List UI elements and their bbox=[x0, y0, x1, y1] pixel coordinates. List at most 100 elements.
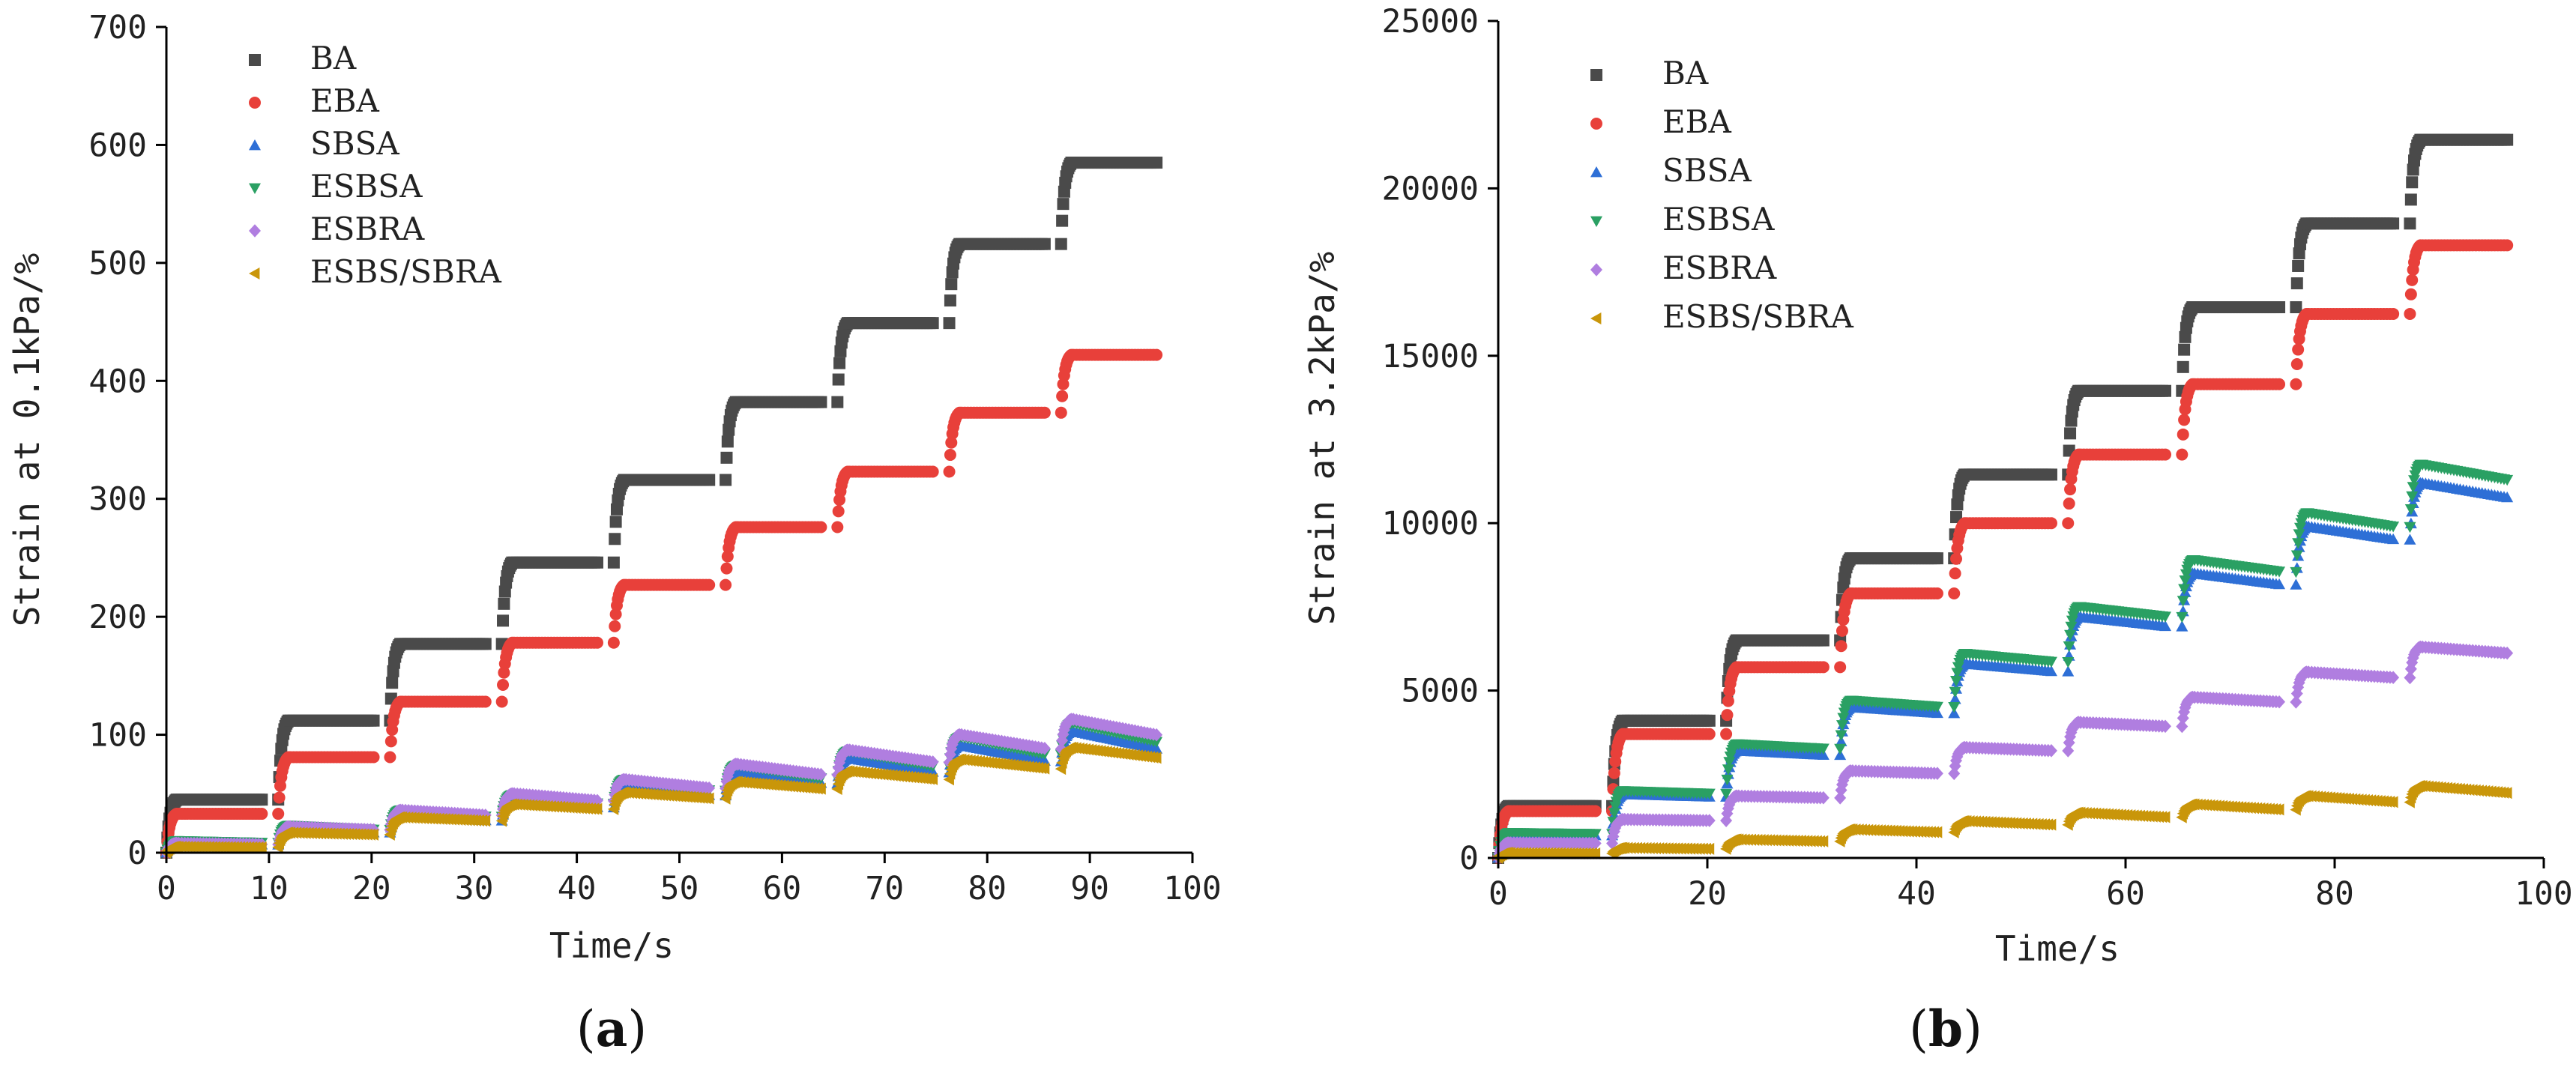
panel-a-point-eba bbox=[1055, 406, 1067, 419]
panel-b-point-eba bbox=[2404, 288, 2417, 300]
panel-b-legend-marker-esbs-sbra bbox=[1590, 312, 1602, 324]
panel-a-point-ba bbox=[609, 533, 621, 545]
panel-b-point-eba bbox=[2176, 448, 2189, 461]
panel-b-point-ba bbox=[2179, 330, 2192, 343]
panel-a-y-tick-label: 0 bbox=[127, 835, 147, 872]
panel-b-series-esbsa bbox=[1492, 459, 2514, 864]
panel-a-series-ba bbox=[160, 157, 1163, 859]
panel-b-point-esbsa bbox=[2176, 611, 2189, 623]
panel-a-point-ba bbox=[926, 317, 939, 330]
panel-b-x-label: Time/s bbox=[1995, 928, 2120, 969]
panel-b-point-esbsa bbox=[2293, 522, 2306, 534]
panel-a-point-ba bbox=[1057, 198, 1070, 211]
panel-b-point-esbra bbox=[2159, 719, 2172, 734]
panel-a-y-tick-label: 700 bbox=[88, 9, 147, 46]
panel-b-point-eba bbox=[2064, 483, 2077, 496]
panel-a-point-eba bbox=[273, 791, 286, 804]
panel-a-point-ba bbox=[610, 503, 623, 516]
panel-b-point-ba bbox=[2065, 414, 2078, 427]
panel-a-point-esbs-sbra bbox=[591, 802, 603, 815]
panel-b-point-esbs-sbra bbox=[1589, 847, 1601, 859]
panel-a-legend-label-esbra: ESBRA bbox=[310, 211, 425, 247]
panel-b-point-eba bbox=[1949, 567, 1961, 580]
panel-a-x-tick-label: 90 bbox=[1070, 870, 1109, 907]
panel-a-point-ba bbox=[367, 714, 380, 727]
panel-a-point-ba bbox=[815, 396, 827, 408]
panel-b-point-esbsa bbox=[2179, 575, 2192, 587]
panel-b-y-label: Strain at 3.2kPa/% bbox=[1302, 252, 1342, 626]
panel-b-point-eba bbox=[2292, 343, 2305, 356]
panel-a-point-eba bbox=[367, 751, 380, 764]
panel-a-point-eba bbox=[498, 666, 510, 679]
panel-b-point-esbsa bbox=[2159, 611, 2172, 623]
panel-b-point-ba bbox=[2045, 468, 2057, 481]
panel-b-point-esbsa bbox=[1722, 764, 1734, 776]
panel-b-point-eba bbox=[1721, 709, 1734, 722]
panel-b-point-eba bbox=[2063, 498, 2075, 510]
panel-b-point-esbsa bbox=[1721, 774, 1734, 786]
panel-b-point-esbra bbox=[2387, 671, 2400, 684]
panel-b-point-ba bbox=[2064, 427, 2077, 440]
panel-a-point-eba bbox=[609, 608, 622, 620]
panel-b-point-esbsa bbox=[2292, 538, 2305, 549]
panel-b-point-esbs-sbra bbox=[1817, 835, 1829, 847]
panel-b-point-esbsa bbox=[2063, 641, 2075, 653]
panel-b-point-esbra bbox=[2062, 744, 2075, 758]
panel-a-y-tick-label: 400 bbox=[88, 363, 147, 400]
panel-b-legend-marker-esbsa bbox=[1590, 216, 1602, 227]
panel-b-point-esbs-sbra bbox=[2045, 818, 2057, 831]
panel-b-series-ba bbox=[1492, 133, 2514, 864]
panel-b-point-esbsa bbox=[1589, 829, 1602, 840]
panel-b-point-esbsa bbox=[1723, 757, 1736, 768]
panel-b-point-sbsa bbox=[2062, 665, 2075, 677]
panel-a-y-tick-label: 500 bbox=[88, 245, 147, 282]
panel-a-point-ba bbox=[386, 677, 399, 689]
panel-a-point-ba bbox=[703, 474, 716, 486]
panel-b-x-tick-label: 80 bbox=[2315, 875, 2354, 913]
panel-a-point-esbra bbox=[1150, 728, 1163, 742]
panel-a-series-eba bbox=[160, 348, 1163, 859]
panel-b-point-eba bbox=[2177, 428, 2189, 441]
panel-b-point-ba bbox=[2501, 133, 2514, 146]
panel-b-legend-marker-sbsa bbox=[1590, 166, 1602, 178]
panel-b-point-esbra bbox=[1703, 814, 1716, 827]
panel-a-y-tick-label: 300 bbox=[88, 481, 147, 519]
panel-a-point-eba bbox=[272, 808, 285, 820]
panel-b: 0 20 40 60 80 100 0 5000 10000 15000 20000 25000 Ti… bbox=[1302, 3, 2573, 1058]
panel-b-point-esbsa bbox=[1931, 701, 1943, 713]
panel-b-point-esbra bbox=[2290, 686, 2303, 701]
panel-b-point-sbsa bbox=[2159, 620, 2172, 632]
panel-b-y-tick-label: 25000 bbox=[1382, 3, 1479, 40]
panel-a-legend-label-esbs-sbra: ESBS/SBRA bbox=[310, 253, 501, 290]
panel-b-point-sbsa bbox=[2045, 665, 2057, 677]
panel-a-point-eba bbox=[495, 695, 508, 708]
panel-b-point-esbsa bbox=[1949, 686, 1961, 698]
panel-a-x-tick-label: 40 bbox=[558, 870, 597, 907]
panel-b-point-esbra bbox=[2290, 695, 2302, 709]
panel-a-x-tick-label: 10 bbox=[250, 870, 289, 907]
panel-a-point-ba bbox=[256, 794, 268, 806]
panel-b-point-esbra bbox=[2176, 719, 2189, 734]
panel-b-point-sbsa bbox=[2404, 534, 2416, 545]
panel-a-point-ba bbox=[498, 597, 510, 610]
panel-b-point-esbsa bbox=[2404, 504, 2417, 516]
panel-b-series-esbs-sbra bbox=[1492, 779, 2512, 864]
panel-a-point-eba bbox=[926, 465, 939, 478]
panel-b-point-esbsa bbox=[2408, 475, 2421, 486]
panel-b-series-esbra bbox=[1492, 640, 2514, 865]
panel-a-point-esbs-sbra bbox=[367, 828, 378, 841]
panel-b-legend-marker-esbra bbox=[1590, 263, 1602, 276]
panel-b-point-esbsa bbox=[2178, 584, 2191, 595]
panel-a-x-tick-label: 60 bbox=[763, 870, 802, 907]
panel-a-point-ba bbox=[831, 396, 844, 408]
panel-b-point-esbra bbox=[1817, 791, 1830, 805]
panel-b-legend-marker-ba bbox=[1590, 69, 1602, 81]
panel-a-legend: BA EBA SBSA ESBSA ESBRA ESBS/SBRA bbox=[249, 40, 501, 290]
panel-b-point-ba bbox=[2387, 217, 2400, 230]
panel-b-point-esbsa bbox=[2065, 621, 2078, 633]
panel-b-data-marks bbox=[1492, 133, 2514, 865]
panel-b-point-ba bbox=[2290, 301, 2302, 314]
panel-b-point-eba bbox=[2062, 517, 2075, 530]
panel-a-point-eba bbox=[479, 695, 492, 708]
panel-a-point-ba bbox=[833, 357, 846, 369]
